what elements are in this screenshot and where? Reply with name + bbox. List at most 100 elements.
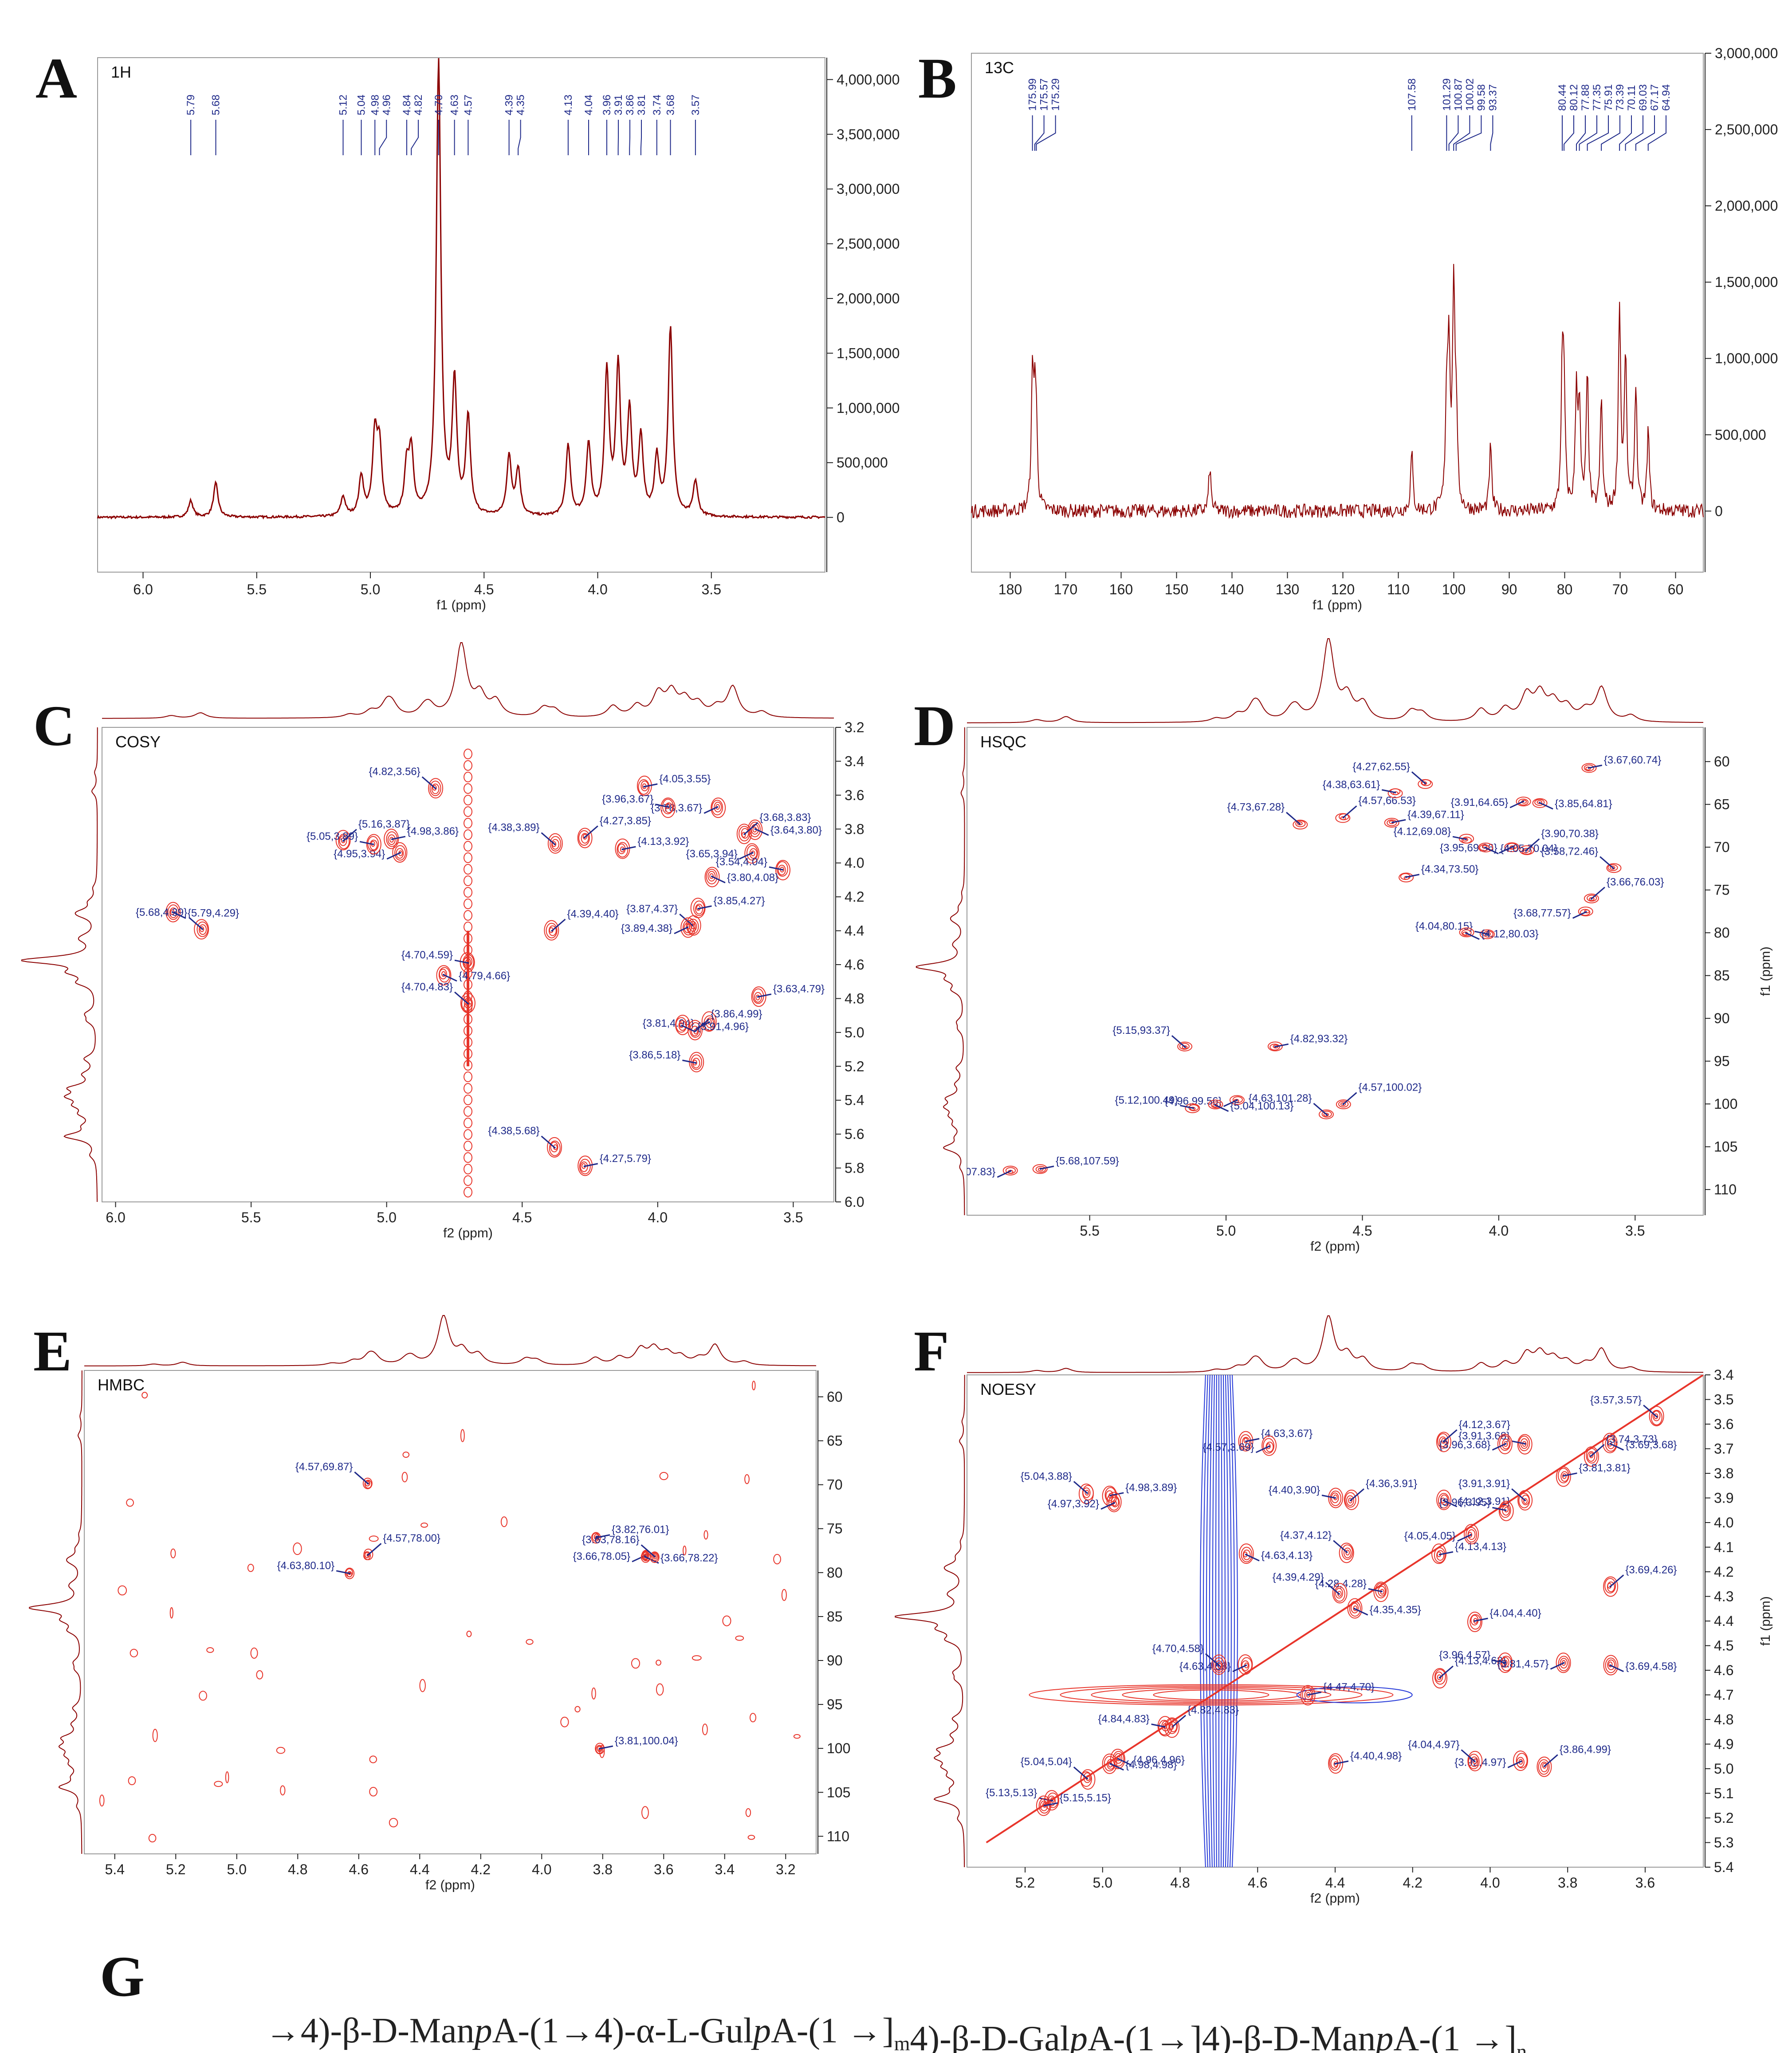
label-leader	[1343, 1092, 1357, 1105]
cross-peak	[1516, 797, 1531, 807]
cross-peak	[431, 783, 440, 794]
water-artifact	[464, 852, 472, 863]
cross-peak	[1293, 820, 1308, 830]
cross-peak	[1190, 1107, 1196, 1111]
label-leader	[1044, 1802, 1058, 1806]
cross-peak	[1517, 1490, 1533, 1511]
panel-d: D HSQC 60 65 70 75 80 85 90 95 100 105 110 f1 (ppm) 5.…	[914, 638, 1773, 1254]
cross-peak	[392, 842, 408, 863]
cross-peak	[709, 873, 714, 879]
cross-peak	[1036, 1795, 1051, 1816]
y-tick-label: 4,000,000	[837, 71, 900, 87]
cross-peak-label: {3.85,4.27}	[713, 895, 765, 907]
cross-peak	[1497, 1652, 1513, 1673]
x-axis-label: f2 (ppm)	[1310, 1239, 1360, 1254]
peak-label: 4.84	[401, 94, 413, 115]
plot-frame	[102, 727, 834, 1202]
peak-label: 3.57	[690, 94, 702, 115]
cross-peak	[662, 799, 674, 815]
peak-label-leader	[411, 120, 419, 155]
cross-peak	[1470, 1756, 1478, 1767]
x-tick-label: 160	[1109, 581, 1133, 597]
cross-peak	[546, 922, 558, 938]
label-leader	[682, 1060, 696, 1064]
x-tick-label: 4.0	[648, 1209, 668, 1225]
label-leader	[1335, 1760, 1349, 1765]
y-tick-label: 500,000	[837, 455, 888, 471]
x-tick-label: 5.0	[227, 1861, 247, 1877]
label-leader	[1588, 765, 1603, 769]
cross-peak	[1349, 1601, 1361, 1617]
cross-peak-label: {5.04,100.13}	[1230, 1100, 1293, 1112]
label-leader	[1591, 887, 1605, 899]
label-leader	[1275, 1043, 1289, 1048]
cross-peak	[165, 902, 181, 922]
subscript-n: n	[1517, 2040, 1527, 2053]
cross-peak-label: {5.68,107.59}	[1056, 1155, 1119, 1167]
cross-peak	[1561, 1660, 1566, 1666]
cross-peak-label: {3.66,78.22}	[660, 1552, 718, 1564]
cross-peak	[1085, 1490, 1089, 1496]
cross-peak	[389, 836, 394, 843]
cross-peak-label: {3.67,60.74}	[1604, 754, 1661, 766]
plot-area: {4.27,62.55} {3.67,60.74} {3.91,64.65} {4.5…	[967, 754, 1664, 1178]
y-tick-label: 3.6	[1714, 1416, 1733, 1432]
x-tick-label: 4.5	[1352, 1223, 1372, 1239]
cross-peak	[578, 830, 590, 846]
structure-part: A-(1	[1393, 2019, 1460, 2053]
cross-peak	[1607, 1659, 1615, 1670]
cross-peak	[169, 907, 177, 919]
cross-peak-label: {3.78,3.67}	[651, 802, 702, 814]
cross-peak	[1466, 1527, 1478, 1543]
label-leader	[1214, 1104, 1229, 1112]
cross-peak	[1384, 817, 1399, 828]
side-projection	[21, 727, 98, 1202]
cross-peak	[1473, 1758, 1478, 1764]
cross-peak-label: {4.98,3.89}	[1125, 1482, 1177, 1494]
peak-label-leader	[1564, 115, 1574, 151]
negative-ridge	[1203, 1375, 1208, 1867]
cross-peak	[1436, 1432, 1451, 1452]
cross-peak	[1340, 1102, 1346, 1106]
y-tick-label: 1,000,000	[1715, 350, 1778, 366]
noise-contour	[641, 1806, 649, 1819]
cross-peak	[438, 967, 450, 983]
peak-label: 93.37	[1487, 84, 1499, 111]
peak-label: 3.91	[613, 94, 625, 115]
x-tick-label: 4.6	[349, 1861, 369, 1877]
cross-peak	[1108, 1495, 1120, 1511]
panel-letter-e: E	[33, 1319, 72, 1383]
cross-peak-label: {3.85,64.81}	[1555, 798, 1612, 810]
cross-peak-label: {5.68,4.39}	[136, 907, 187, 919]
cross-peak	[1649, 1405, 1664, 1426]
label-leader	[1544, 1754, 1558, 1767]
cross-peak-label: {3.91,4.96}	[697, 1021, 749, 1033]
negative-ridge	[1225, 1375, 1229, 1867]
y-tick-label: 1,500,000	[837, 345, 900, 361]
cross-peak	[1538, 1759, 1550, 1775]
y-tick-label: 60	[1714, 754, 1730, 769]
peak-label: 101.29	[1441, 79, 1453, 111]
y-tick-label: 3.4	[1714, 1367, 1733, 1383]
label-leader	[711, 875, 726, 883]
cross-peak	[1434, 1547, 1446, 1563]
x-tick-label: 5.5	[1080, 1223, 1099, 1239]
water-band	[1029, 1684, 1394, 1706]
noise-contour	[369, 1787, 378, 1797]
cross-peak	[715, 804, 720, 810]
cross-peak	[1557, 1468, 1569, 1484]
cross-peak	[1432, 1668, 1448, 1689]
cross-peak-label: {3.80,4.08}	[727, 871, 778, 883]
cross-peak	[1587, 1451, 1596, 1462]
y-tick-label: 110	[827, 1828, 849, 1844]
cross-peak	[1321, 1111, 1332, 1118]
cross-peak	[441, 971, 446, 977]
cross-peak	[682, 920, 694, 936]
water-artifact	[464, 1083, 472, 1094]
label-leader	[655, 804, 669, 808]
cross-peak-label: {4.36,3.91}	[1366, 1478, 1417, 1490]
peak-label: 5.12	[338, 94, 350, 115]
label-leader	[1443, 1500, 1458, 1507]
label-leader	[596, 1534, 610, 1539]
panel-f: F NOESY 3.4 3.5 3.6 3.7 3.8 3.9 4.0 4.1 4.2 4.3 4.4 4…	[895, 1315, 1773, 1906]
